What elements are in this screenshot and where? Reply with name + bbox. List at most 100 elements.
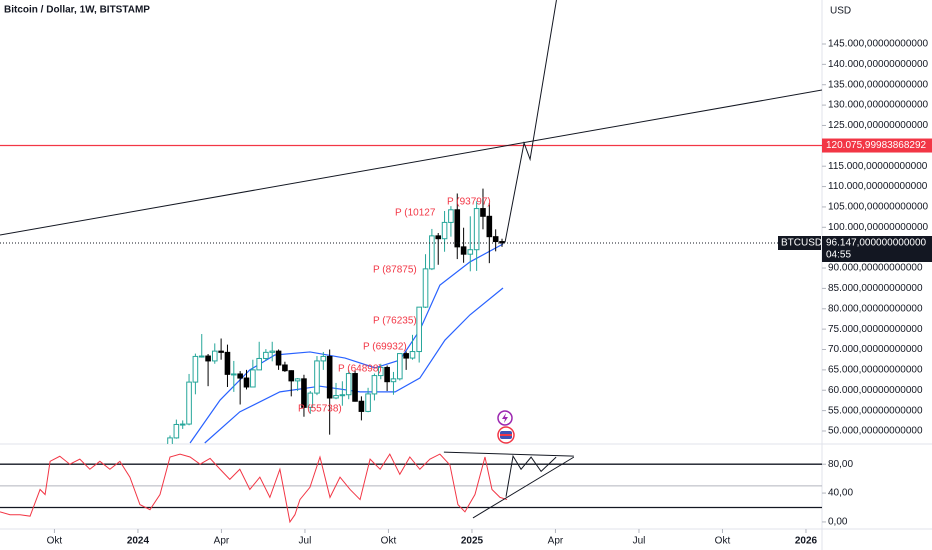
- candle-body: [333, 395, 339, 399]
- candle-body: [198, 355, 205, 358]
- x-tick-label: 2024: [127, 536, 150, 547]
- rsi-y-tick-label: 80,00: [828, 459, 853, 470]
- candle-body: [326, 355, 333, 399]
- y-tick-label: 110.000,00000000000: [828, 181, 928, 192]
- candle-body: [499, 241, 505, 244]
- x-tick-label: Jul: [299, 536, 312, 547]
- candle-body: [429, 235, 435, 270]
- rsi-y-tick-label: 0,00: [828, 517, 848, 528]
- rsi-trend-line: [443, 451, 574, 457]
- candle-body: [282, 364, 288, 372]
- price-pane: P (55738) P (64898) P (69932) P (76235) P (8…: [0, 0, 822, 444]
- candle-body: [218, 350, 224, 353]
- countdown-label: 04:55: [826, 250, 851, 261]
- candle-body: [409, 351, 416, 359]
- candle-body: [448, 209, 454, 223]
- x-tick-label: 2026: [795, 536, 818, 547]
- candle-body: [243, 377, 250, 388]
- y-tick-label: 135.000,00000000000: [828, 79, 929, 90]
- candle-body: [211, 350, 218, 362]
- candle-body: [301, 378, 307, 408]
- rsi-pane: [0, 451, 822, 524]
- x-tick-label: 2025: [461, 536, 484, 547]
- candle-body: [422, 268, 429, 308]
- y-tick-label: 125.000,00000000000: [828, 120, 929, 131]
- candle-body: [237, 373, 243, 379]
- candle-body: [314, 360, 320, 394]
- y-tick-label: 80.000,00000000000: [828, 303, 923, 314]
- candle-body: [173, 423, 180, 439]
- candle-body: [377, 366, 384, 377]
- x-tick-label: Jul: [633, 536, 646, 547]
- candle-body: [192, 355, 199, 383]
- pivot-label: P (10127: [395, 208, 436, 219]
- y-tick-label: 105.000,00000000000: [828, 202, 929, 213]
- candle-body: [288, 370, 295, 382]
- y-tick-label: 115.000,00000000000: [828, 161, 928, 172]
- rsi-trend-line: [505, 454, 557, 497]
- candle-body: [224, 351, 231, 375]
- y-tick-label: 65.000,00000000000: [828, 365, 923, 376]
- y-tick-label: 70.000,00000000000: [828, 344, 923, 355]
- price-label-box: [822, 138, 932, 153]
- candle-body: [167, 437, 173, 444]
- pivot-label: P (69932): [363, 342, 407, 353]
- candle-body: [294, 378, 301, 382]
- candle-body: [416, 306, 422, 353]
- trend-line: [0, 89, 822, 236]
- pivot-label: P (64898): [338, 364, 382, 375]
- candle-body: [186, 381, 192, 425]
- symbol-label: BTCUSD: [781, 238, 822, 249]
- candle-body: [371, 375, 378, 395]
- candle-body: [339, 394, 346, 397]
- candle-body: [403, 353, 409, 359]
- y-tick-label: 145.000,00000000000: [828, 39, 929, 50]
- symbol-box: [778, 236, 821, 251]
- candle-body: [390, 378, 397, 383]
- candle-body: [460, 246, 467, 255]
- y-tick-label: 50.000,00000000000: [828, 426, 923, 437]
- candle-body: [269, 350, 276, 353]
- candle-body: [345, 373, 352, 396]
- y-tick-label: 100.000,00000000000: [828, 222, 929, 233]
- x-tick-label: Okt: [381, 536, 397, 547]
- candle-body: [320, 355, 327, 362]
- axes: 50.000,00000000000 55.000,00000000000 60.0…: [47, 39, 932, 547]
- y-tick-label: 60.000,00000000000: [828, 385, 923, 396]
- candle-body: [250, 369, 256, 388]
- candle-body: [231, 373, 237, 376]
- candle-body: [205, 355, 211, 362]
- candle-body: [384, 366, 390, 383]
- candle-body: [467, 249, 474, 255]
- candle-body: [307, 392, 314, 408]
- event-icons[interactable]: [497, 410, 515, 444]
- candle-body: [480, 208, 486, 217]
- rsi-trend-line: [472, 456, 575, 519]
- last-price-label: 96.147,000000000000: [826, 238, 927, 249]
- y-tick-label: 140.000,00000000000: [828, 59, 929, 70]
- candle-body: [435, 235, 442, 240]
- x-tick-label: Apr: [214, 536, 230, 547]
- candle-body: [486, 215, 493, 238]
- rsi-line: [0, 453, 508, 524]
- band-line: [204, 287, 504, 444]
- candle-body: [179, 423, 186, 426]
- rsi-y-tick-label: 40,00: [828, 488, 853, 499]
- y-tick-label: 85.000,00000000000: [828, 283, 923, 294]
- x-tick-label: Okt: [47, 536, 63, 547]
- lightning-icon: [502, 413, 508, 423]
- candle-body: [256, 357, 262, 371]
- x-tick-label: Okt: [715, 536, 731, 547]
- pivot-label: P (93797): [447, 197, 491, 208]
- currency-label: USD: [830, 6, 851, 17]
- candle-body: [358, 400, 365, 412]
- pivot-label: P (87875): [373, 265, 417, 276]
- pivot-label: P (76235): [373, 316, 417, 327]
- candle-body: [352, 373, 358, 402]
- candle-body: [473, 208, 480, 251]
- candle-body: [397, 353, 403, 380]
- chart-title: Bitcoin / Dollar, 1W, BITSTAMP: [4, 5, 150, 16]
- candle-body: [441, 221, 448, 240]
